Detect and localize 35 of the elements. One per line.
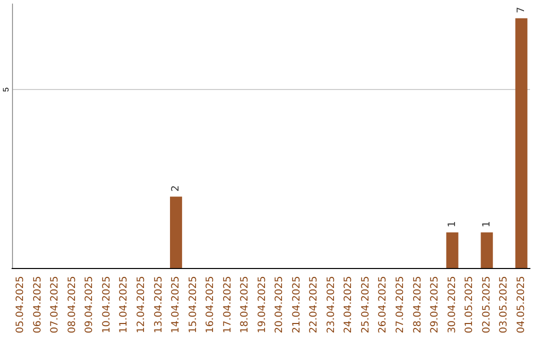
x-tick-label: 29.04.2025 (430, 276, 441, 334)
x-tick-label: 15.04.2025 (188, 276, 199, 334)
x-tick-label: 21.04.2025 (291, 276, 302, 334)
x-tick-label: 13.04.2025 (153, 276, 164, 334)
x-tick-label: 06.04.2025 (32, 276, 44, 334)
x-tick-label: 30.04.2025 (446, 276, 458, 334)
x-tick-label: 23.04.2025 (326, 276, 337, 334)
x-tick-label: 03.05.2025 (498, 276, 510, 334)
x-tick-label: 20.04.2025 (274, 276, 286, 334)
x-tick-label: 10.04.2025 (101, 276, 112, 334)
x-tick-label: 28.04.2025 (412, 276, 424, 334)
x-tick-label: 14.04.2025 (170, 276, 182, 334)
x-tick-label: 04.05.2025 (516, 276, 527, 334)
x-tick-label: 12.04.2025 (136, 276, 147, 334)
x-tick-label: 02.05.2025 (481, 276, 492, 334)
data-label: 2 (170, 185, 182, 192)
x-tick-label: 11.04.2025 (118, 276, 130, 334)
x-tick-label: 22.04.2025 (308, 276, 320, 334)
x-tick-label: 01.05.2025 (464, 276, 476, 334)
y-tick-label: 5 (2, 86, 10, 92)
x-tick-label: 05.04.2025 (15, 276, 26, 334)
x-tick-label: 27.04.2025 (395, 276, 406, 334)
x-tick-label: 16.04.2025 (205, 276, 216, 334)
x-tick-label: 09.04.2025 (84, 276, 96, 334)
x-tick-label: 19.04.2025 (256, 276, 268, 334)
x-tick-label: 24.04.2025 (343, 276, 354, 334)
x-tick-label: 26.04.2025 (378, 276, 389, 334)
data-label: 7 (516, 6, 527, 14)
x-tick-label: 18.04.2025 (240, 276, 251, 334)
data-label: 1 (481, 220, 492, 228)
x-tick-label: 25.04.2025 (360, 276, 372, 334)
x-tick-label: 17.04.2025 (222, 276, 234, 334)
x-tick-label: 07.04.2025 (50, 276, 61, 334)
x-tick-label: 08.04.2025 (66, 276, 78, 334)
data-label: 1 (446, 220, 458, 228)
